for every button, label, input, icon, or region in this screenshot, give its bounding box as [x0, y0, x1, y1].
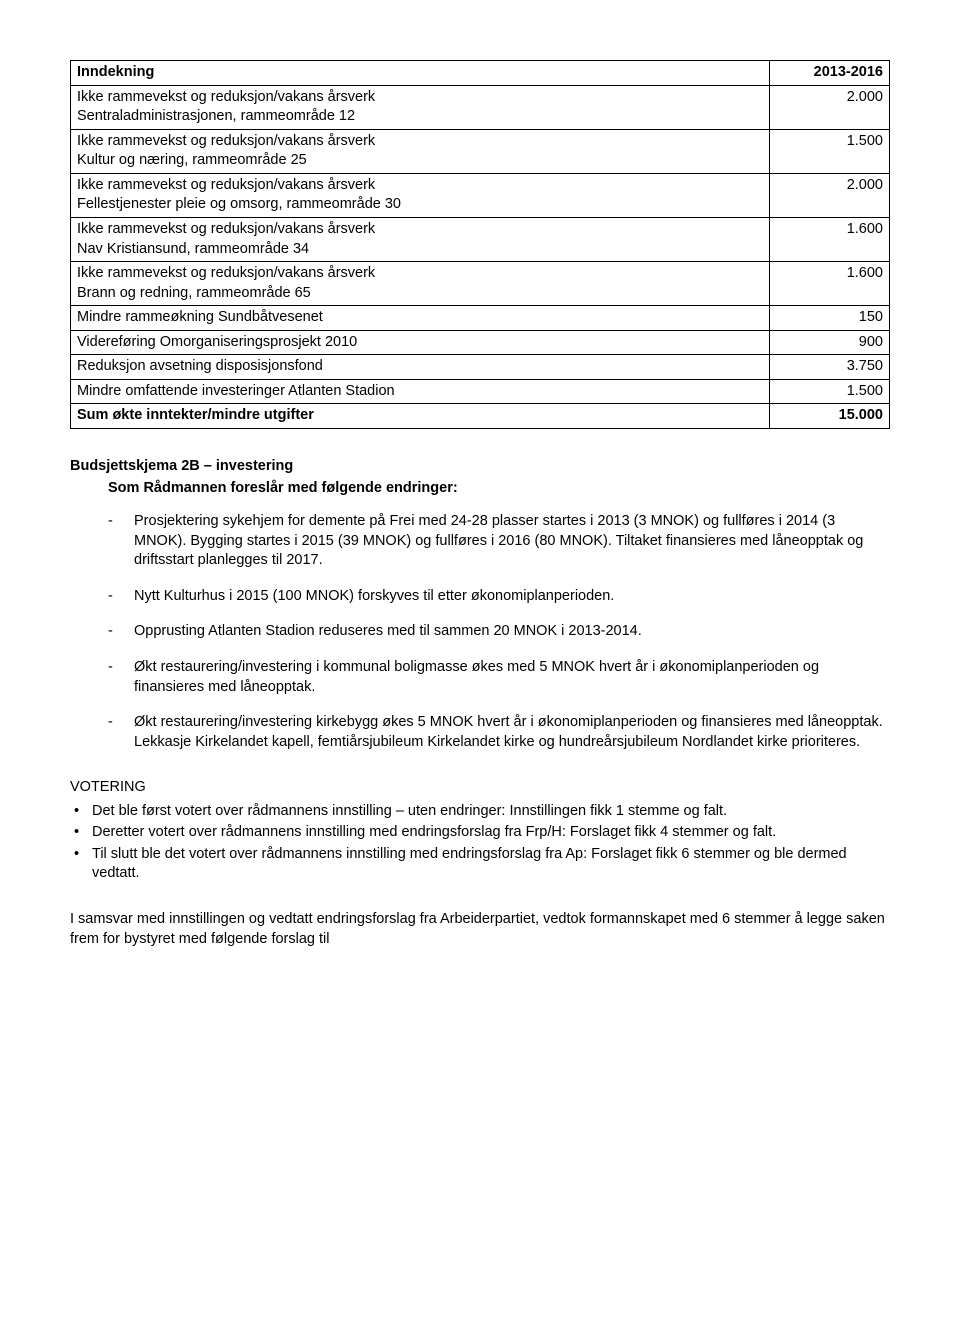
- table-cell-label: Ikke rammevekst og reduksjon/vakans årsv…: [71, 262, 770, 306]
- table-cell-label: Ikke rammevekst og reduksjon/vakans årsv…: [71, 129, 770, 173]
- list-item: Prosjektering sykehjem for demente på Fr…: [108, 512, 890, 571]
- table-row: Videreføring Omorganiseringsprosjekt 201…: [71, 330, 890, 355]
- table-cell-value: 3.750: [770, 355, 890, 380]
- list-item: Til slutt ble det votert over rådmannens…: [70, 845, 890, 884]
- table-cell-label: Mindre rammeøkning Sundbåtvesenet: [71, 306, 770, 331]
- list-item: Det ble først votert over rådmannens inn…: [70, 802, 890, 822]
- inndekning-table: Inndekning2013-2016Ikke rammevekst og re…: [70, 60, 890, 429]
- table-cell-value: 150: [770, 306, 890, 331]
- table-row: Ikke rammevekst og reduksjon/vakans årsv…: [71, 262, 890, 306]
- table-cell-label: Videreføring Omorganiseringsprosjekt 201…: [71, 330, 770, 355]
- list-item: Opprusting Atlanten Stadion reduseres me…: [108, 622, 890, 642]
- table-cell-value: 1.500: [770, 129, 890, 173]
- table-cell-label: Reduksjon avsetning disposisjonsfond: [71, 355, 770, 380]
- table-cell-label: Ikke rammevekst og reduksjon/vakans årsv…: [71, 85, 770, 129]
- table-cell-value: 15.000: [770, 404, 890, 429]
- section2-subheading: Som Rådmannen foreslår med følgende endr…: [70, 479, 890, 499]
- votering-list: Det ble først votert over rådmannens inn…: [70, 802, 890, 884]
- table-cell-label: Inndekning: [71, 61, 770, 86]
- table-cell-label: Ikke rammevekst og reduksjon/vakans årsv…: [71, 217, 770, 261]
- table-row: Ikke rammevekst og reduksjon/vakans årsv…: [71, 85, 890, 129]
- final-paragraph: I samsvar med innstillingen og vedtatt e…: [70, 910, 890, 949]
- table-row: Ikke rammevekst og reduksjon/vakans årsv…: [71, 129, 890, 173]
- table-cell-value: 2.000: [770, 173, 890, 217]
- section2-heading: Budsjettskjema 2B – investering: [70, 457, 890, 477]
- table-cell-label: Ikke rammevekst og reduksjon/vakans årsv…: [71, 173, 770, 217]
- table-cell-value: 1.600: [770, 217, 890, 261]
- table-cell-value: 2.000: [770, 85, 890, 129]
- table-cell-value: 1.600: [770, 262, 890, 306]
- table-row: Mindre omfattende investeringer Atlanten…: [71, 379, 890, 404]
- table-cell-label: Mindre omfattende investeringer Atlanten…: [71, 379, 770, 404]
- list-item: Deretter votert over rådmannens innstill…: [70, 823, 890, 843]
- section2-list: Prosjektering sykehjem for demente på Fr…: [70, 512, 890, 752]
- table-row: Ikke rammevekst og reduksjon/vakans årsv…: [71, 217, 890, 261]
- table-cell-label: Sum økte inntekter/mindre utgifter: [71, 404, 770, 429]
- list-item: Nytt Kulturhus i 2015 (100 MNOK) forskyv…: [108, 587, 890, 607]
- list-item: Økt restaurering/investering kirkebygg ø…: [108, 713, 890, 752]
- table-row: Ikke rammevekst og reduksjon/vakans årsv…: [71, 173, 890, 217]
- votering-heading: VOTERING: [70, 778, 890, 798]
- table-row: Sum økte inntekter/mindre utgifter15.000: [71, 404, 890, 429]
- table-cell-value: 900: [770, 330, 890, 355]
- table-row: Inndekning2013-2016: [71, 61, 890, 86]
- table-cell-value: 1.500: [770, 379, 890, 404]
- table-cell-value: 2013-2016: [770, 61, 890, 86]
- list-item: Økt restaurering/investering i kommunal …: [108, 658, 890, 697]
- table-row: Mindre rammeøkning Sundbåtvesenet150: [71, 306, 890, 331]
- table-row: Reduksjon avsetning disposisjonsfond3.75…: [71, 355, 890, 380]
